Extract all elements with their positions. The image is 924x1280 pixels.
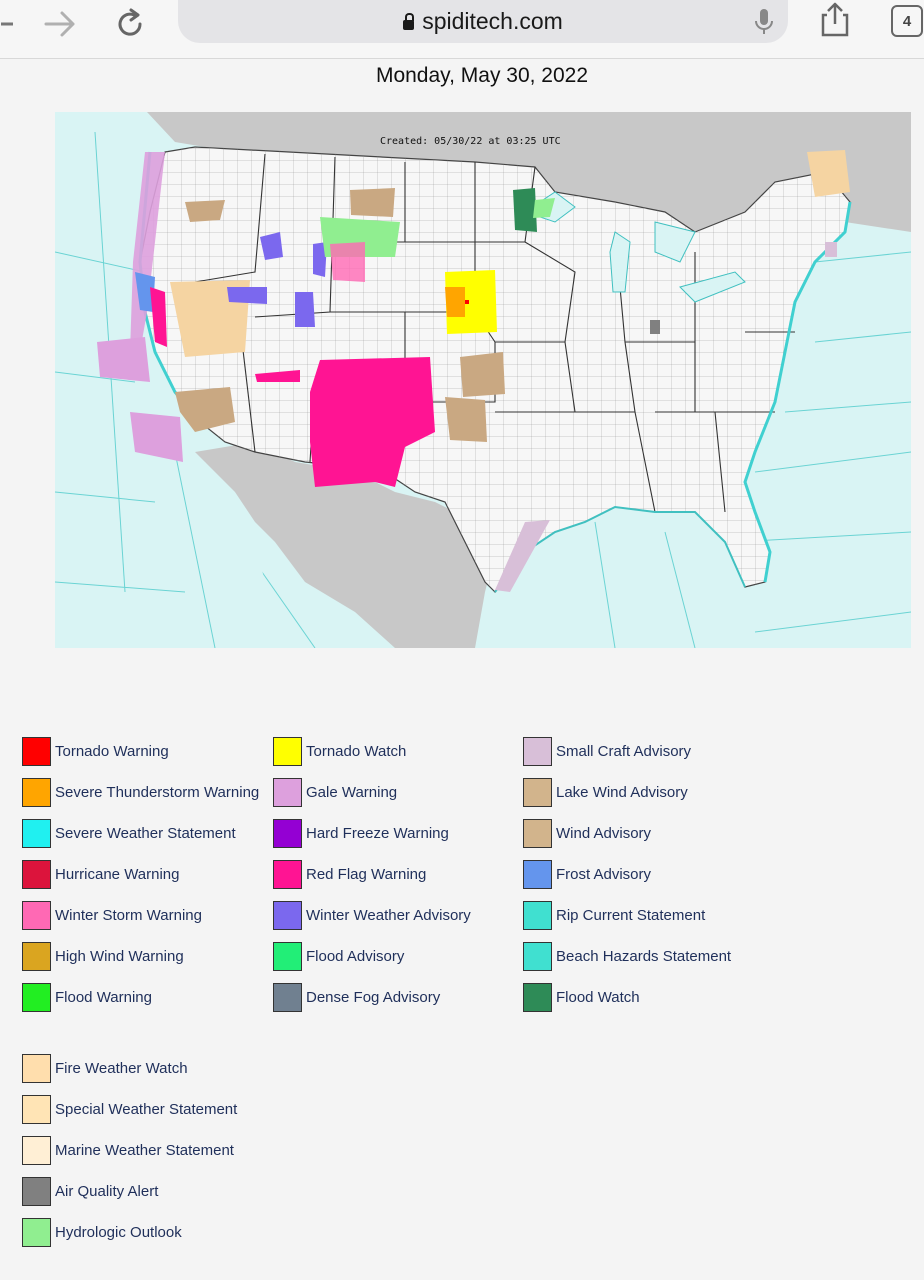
legend-swatch — [22, 1135, 51, 1165]
legend-label: Flood Watch — [556, 988, 640, 1006]
legend-item: Hydrologic Outlook — [22, 1216, 182, 1248]
browser-toolbar: spiditech.com 4 — [0, 0, 924, 59]
legend-item: Frost Advisory — [523, 858, 651, 890]
legend-item: Winter Storm Warning — [22, 899, 202, 931]
legend-label: Flood Advisory — [306, 947, 405, 965]
legend-swatch — [22, 736, 51, 766]
legend-swatch — [22, 1176, 51, 1206]
legend-item: Marine Weather Statement — [22, 1134, 234, 1166]
legend-item: Lake Wind Advisory — [523, 776, 688, 808]
share-icon[interactable] — [818, 2, 852, 43]
legend-swatch — [22, 941, 51, 971]
legend-item: Wind Advisory — [523, 817, 651, 849]
legend-item: Red Flag Warning — [273, 858, 426, 890]
microphone-icon[interactable] — [754, 8, 774, 41]
legend-item: Rip Current Statement — [523, 899, 705, 931]
legend-item: Flood Warning — [22, 981, 152, 1013]
back-arrow-icon[interactable] — [0, 6, 18, 42]
legend-label: Rip Current Statement — [556, 906, 706, 924]
legend-swatch — [273, 859, 302, 889]
legend-swatch — [273, 777, 302, 807]
address-bar[interactable]: spiditech.com — [178, 0, 788, 43]
legend-swatch — [523, 777, 552, 807]
legend-swatch — [523, 736, 552, 766]
lock-icon — [403, 12, 415, 30]
legend-swatch — [273, 941, 302, 971]
legend-label: Severe Weather Statement — [55, 824, 236, 842]
legend-label: Special Weather Statement — [55, 1100, 238, 1118]
legend-label: Marine Weather Statement — [55, 1141, 234, 1159]
url-text: spiditech.com — [422, 8, 563, 34]
legend-swatch — [523, 900, 552, 930]
legend-swatch — [273, 900, 302, 930]
page-date: Monday, May 30, 2022 — [375, 64, 589, 87]
legend-label: Dense Fog Advisory — [306, 988, 441, 1006]
legend-label: Hard Freeze Warning — [306, 824, 449, 842]
legend-item: Severe Thunderstorm Warning — [22, 776, 259, 808]
legend-item: Beach Hazards Statement — [523, 940, 731, 972]
legend-label: Tornado Watch — [306, 742, 407, 760]
legend-swatch — [523, 941, 552, 971]
legend-label: High Wind Warning — [55, 947, 184, 965]
legend-swatch — [22, 982, 51, 1012]
legend-label: Air Quality Alert — [55, 1182, 159, 1200]
legend-label: Winter Weather Advisory — [306, 906, 471, 924]
tab-count-button[interactable]: 4 — [891, 5, 923, 37]
legend-swatch — [273, 982, 302, 1012]
legend-label: Winter Storm Warning — [55, 906, 202, 924]
legend-label: Beach Hazards Statement — [556, 947, 732, 965]
legend-item: Tornado Watch — [273, 735, 406, 767]
legend-label: Red Flag Warning — [306, 865, 427, 883]
legend-item: Winter Weather Advisory — [273, 899, 471, 931]
forward-arrow-icon[interactable] — [40, 6, 80, 42]
reload-icon[interactable] — [110, 6, 150, 42]
legend-item: Flood Advisory — [273, 940, 404, 972]
legend-label: Wind Advisory — [556, 824, 652, 842]
legend-label: Small Craft Advisory — [556, 742, 692, 760]
legend-swatch — [22, 859, 51, 889]
legend-label: Severe Thunderstorm Warning — [55, 783, 260, 801]
legend-swatch — [523, 982, 552, 1012]
legend-label: Flood Warning — [55, 988, 152, 1006]
legend-label: Hydrologic Outlook — [55, 1223, 182, 1241]
map-created-timestamp: Created: 05/30/22 at 03:25 UTC — [380, 136, 561, 147]
legend-label: Lake Wind Advisory — [556, 783, 688, 801]
legend-swatch — [22, 900, 51, 930]
legend-item: Hard Freeze Warning — [273, 817, 449, 849]
legend-swatch — [22, 818, 51, 848]
legend-swatch — [22, 1094, 51, 1124]
legend-swatch — [22, 1053, 51, 1083]
legend-item: Air Quality Alert — [22, 1175, 158, 1207]
legend-label: Frost Advisory — [556, 865, 652, 883]
legend-item: Dense Fog Advisory — [273, 981, 440, 1013]
legend-item: Hurricane Warning — [22, 858, 180, 890]
legend-item: Tornado Warning — [22, 735, 169, 767]
legend-item: Gale Warning — [273, 776, 397, 808]
legend-item: Small Craft Advisory — [523, 735, 691, 767]
legend-item: Flood Watch — [523, 981, 640, 1013]
legend-label: Gale Warning — [306, 783, 398, 801]
legend-item: Severe Weather Statement — [22, 817, 236, 849]
legend-swatch — [523, 859, 552, 889]
legend-swatch — [22, 1217, 51, 1247]
legend-swatch — [22, 777, 51, 807]
legend-label: Tornado Warning — [55, 742, 169, 760]
legend-swatch — [273, 818, 302, 848]
legend-item: Special Weather Statement — [22, 1093, 237, 1125]
legend-swatch — [523, 818, 552, 848]
weather-alert-map: Created: 05/30/22 at 03:25 UTC — [55, 112, 911, 648]
legend-item: Fire Weather Watch — [22, 1052, 188, 1084]
legend-item: High Wind Warning — [22, 940, 184, 972]
legend-swatch — [273, 736, 302, 766]
legend-label: Fire Weather Watch — [55, 1059, 188, 1077]
legend-label: Hurricane Warning — [55, 865, 180, 883]
